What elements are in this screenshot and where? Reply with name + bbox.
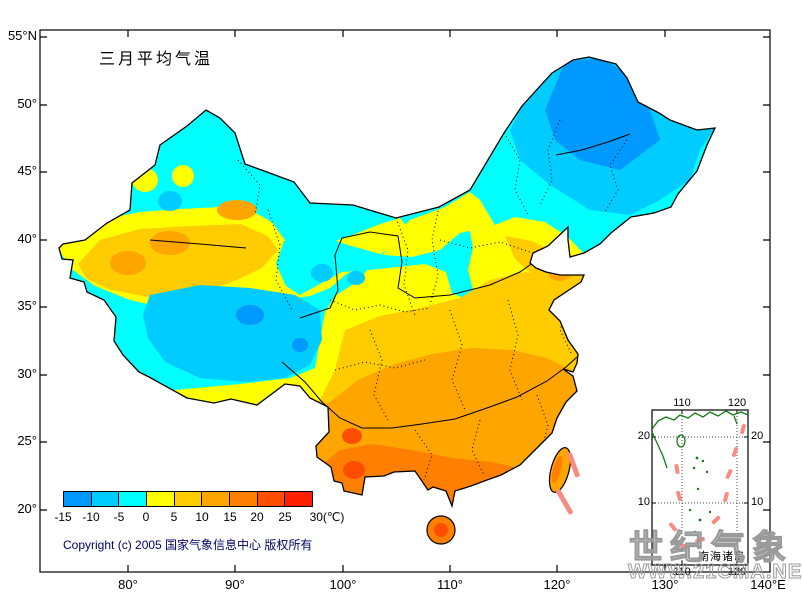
lat-label-40: 40° xyxy=(17,231,37,246)
lon-label-130: 130° xyxy=(651,577,679,592)
legend-cell xyxy=(118,492,147,506)
nine-dash-line-main xyxy=(556,452,580,515)
legend-cell xyxy=(64,492,91,506)
legend-label: 15 xyxy=(223,510,237,524)
lat-label-45: 45° xyxy=(17,163,37,178)
legend-cell xyxy=(146,492,174,506)
amur-river xyxy=(555,133,631,156)
legend-cell xyxy=(201,492,230,506)
lat-label-55n: 55°N xyxy=(7,28,37,43)
inset-gridlines xyxy=(652,410,748,565)
inset-lat-right-20: 20 xyxy=(751,430,764,442)
lat-label-20: 20° xyxy=(17,501,37,516)
inset-coastline xyxy=(651,410,749,469)
region-tarim-gold xyxy=(78,224,278,297)
inset-lat-right-10: 10 xyxy=(751,496,764,508)
axis-ticks xyxy=(40,30,770,572)
map-frame xyxy=(39,29,771,573)
lat-label-30: 30° xyxy=(17,366,37,381)
watermark-brand: 世纪气象 xyxy=(628,528,793,567)
region-tianshan-blue xyxy=(158,191,182,211)
lon-label-110: 110° xyxy=(437,577,463,592)
legend-cell xyxy=(256,492,285,506)
region-tibet-blue xyxy=(143,285,322,382)
inset-label-nanhai: 南海诸岛 xyxy=(698,551,746,563)
legend-label: -15 xyxy=(54,510,72,524)
map-title: 三月平均气温 xyxy=(99,51,214,68)
lon-label-140e: 140°E xyxy=(750,577,786,592)
yangtze-river xyxy=(281,356,578,429)
legend-bar xyxy=(63,491,313,507)
lon-label-90: 90° xyxy=(225,577,245,592)
legend-cell xyxy=(173,492,202,506)
watermark-site: WWW.21CMA.NET xyxy=(627,561,802,584)
legend-label: 10 xyxy=(195,510,209,524)
lat-label-35: 35° xyxy=(17,298,37,313)
inset-lon-top-110: 110 xyxy=(673,397,691,409)
legend-label: 0 xyxy=(142,510,150,524)
region-inner-mongolia-cyan xyxy=(276,231,473,299)
taiwan-island xyxy=(548,447,572,493)
lon-label-100: 100° xyxy=(329,577,357,592)
nine-dash-line-inset xyxy=(668,423,746,550)
lon-label-80: 80° xyxy=(118,577,138,592)
legend-cell xyxy=(284,492,313,506)
rivers xyxy=(149,133,631,429)
inset-lat-left-20: 20 xyxy=(637,430,650,442)
yellow-river xyxy=(299,231,535,319)
lat-label-50: 50° xyxy=(17,96,37,111)
inset-lon-top-120: 120 xyxy=(727,397,747,409)
legend-label: 25 xyxy=(278,510,292,524)
legend-label: -5 xyxy=(113,510,125,524)
lon-label-120: 120° xyxy=(543,577,571,592)
inset-lon-bottom-110: 110 xyxy=(673,566,691,578)
legend-label: 20 xyxy=(250,510,264,524)
lat-label-25: 25° xyxy=(17,433,37,448)
mainland-outline xyxy=(58,56,717,509)
inset-lat-left-10: 10 xyxy=(637,496,650,508)
tarim-river xyxy=(149,239,247,249)
inset-lon-bottom-120: 120 xyxy=(727,566,747,578)
legend-label: 5 xyxy=(170,510,178,524)
copyright-text: Copyright (c) 2005 国家气象信息中心 版权所有 xyxy=(63,538,313,552)
legend-max-label: 30(℃) xyxy=(309,510,345,524)
legend-cell xyxy=(90,492,119,506)
inset-map xyxy=(651,409,749,566)
legend-label: -10 xyxy=(82,510,100,524)
legend-cell xyxy=(229,492,257,506)
hainan-island xyxy=(426,515,456,545)
